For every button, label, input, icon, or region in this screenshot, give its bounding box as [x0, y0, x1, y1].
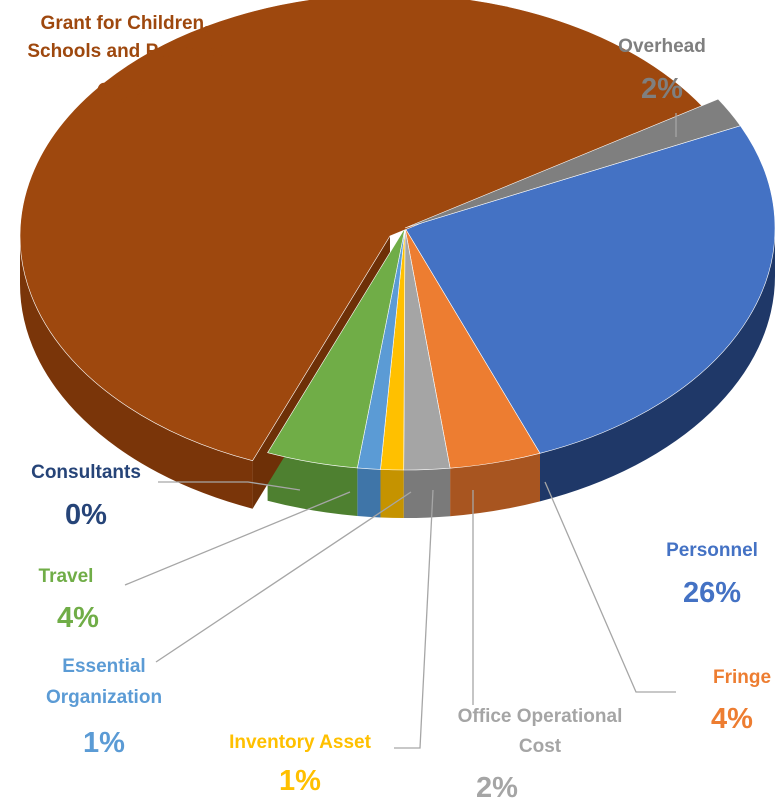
label-value-fringe: 4%: [711, 703, 753, 735]
label-name-office-1: Cost: [519, 736, 562, 757]
label-name-grant: Grant for Children,: [41, 13, 210, 34]
label-name-essential-1: Organization: [46, 687, 162, 708]
label-name-personnel: Personnel: [666, 540, 758, 561]
slice-personnel: [404, 125, 776, 454]
data-labels: Grant for Children, Schools and Partners 6…: [27, 13, 771, 800]
leader-line-consultants: [158, 481, 301, 491]
pie-top-faces: [19, 0, 776, 471]
slice-side-personnel: [540, 228, 775, 502]
leader-lines: [124, 113, 677, 749]
label-name-inventory: Inventory Asset: [229, 732, 372, 753]
label-name-fringe: Fringe: [713, 667, 771, 688]
leader-line-travel: [124, 491, 351, 586]
label-value-office: 2%: [476, 772, 518, 800]
slice-side-essential: [357, 467, 381, 518]
leader-line-fringe: [544, 481, 676, 693]
label-value-personnel: 26%: [683, 577, 741, 609]
label-value-overhead: 2%: [641, 73, 683, 105]
slice-overhead: [404, 98, 741, 229]
label-name-consultants: Consultants: [31, 462, 141, 483]
label-value-travel: 4%: [57, 602, 99, 634]
label-name-grant-1: Schools and Partners: [27, 41, 222, 62]
label-value-essential: 1%: [83, 727, 125, 759]
label-value-inventory: 1%: [279, 765, 321, 797]
slice-side-travel: [267, 452, 358, 516]
label-name-essential: Essential: [62, 656, 145, 677]
slice-side-office: [403, 468, 451, 518]
label-value-consultants: 0%: [65, 499, 107, 531]
slice-grant: [19, 0, 704, 462]
leader-line-essential: [155, 491, 412, 663]
leader-line-inventory: [394, 489, 434, 749]
label-value-grant: 60%: [96, 78, 154, 110]
label-name-overhead: Overhead: [618, 36, 706, 57]
slice-travel: [267, 227, 406, 469]
slice-side-inventory: [380, 469, 404, 518]
label-name-travel: Travel: [39, 566, 94, 587]
label-name-office: Office Operational: [458, 706, 623, 727]
